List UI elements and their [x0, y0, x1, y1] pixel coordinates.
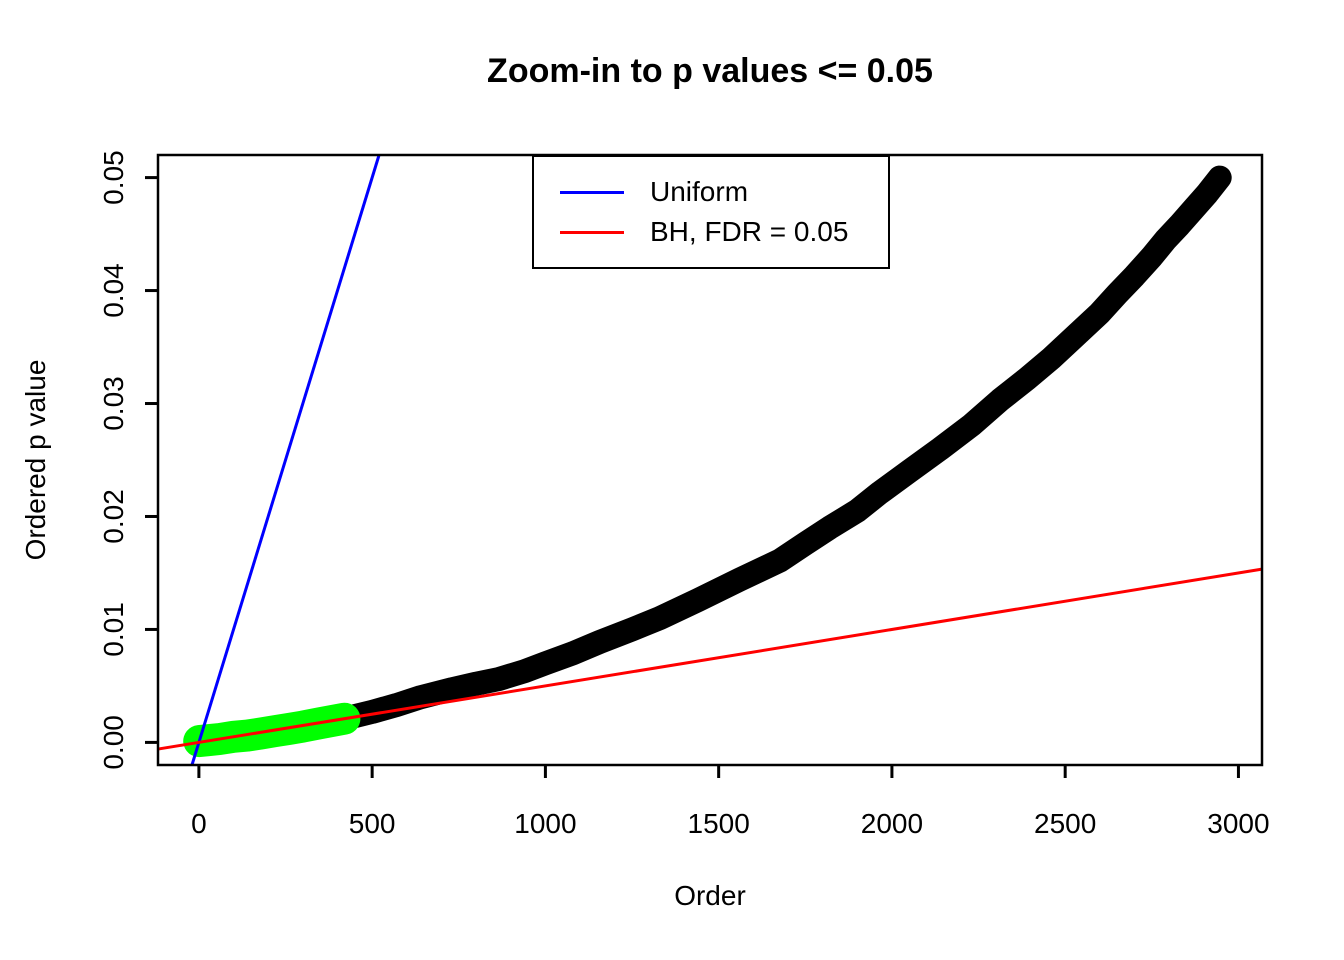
legend-entry-uniform: Uniform	[534, 176, 888, 208]
y-tick-label: 0.05	[98, 150, 129, 205]
chart-title: Zoom-in to p values <= 0.05	[487, 52, 933, 90]
legend: Uniform BH, FDR = 0.05	[532, 155, 890, 269]
legend-entry-bh: BH, FDR = 0.05	[534, 216, 888, 248]
y-tick-label: 0.04	[98, 263, 129, 318]
uniform-line-swatch	[560, 190, 624, 194]
x-tick-label: 3000	[1207, 808, 1269, 839]
y-tick-label: 0.02	[98, 489, 129, 544]
y-tick-label: 0.00	[98, 715, 129, 770]
uniform-line	[190, 154, 381, 766]
y-axis-label: Ordered p value	[20, 359, 51, 561]
x-tick-label: 2000	[861, 808, 923, 839]
legend-label-bh: BH, FDR = 0.05	[650, 216, 849, 247]
bh-line-swatch	[560, 230, 624, 234]
bh-line	[157, 567, 1263, 751]
y-tick-label: 0.03	[98, 376, 129, 431]
x-tick-label: 0	[191, 808, 207, 839]
x-tick-label: 1500	[688, 808, 750, 839]
legend-label-uniform: Uniform	[650, 176, 749, 207]
x-tick-label: 1000	[514, 808, 576, 839]
x-tick-label: 500	[349, 808, 396, 839]
x-axis-label: Order	[674, 880, 746, 911]
y-tick-label: 0.01	[98, 602, 129, 657]
x-tick-label: 2500	[1034, 808, 1096, 839]
